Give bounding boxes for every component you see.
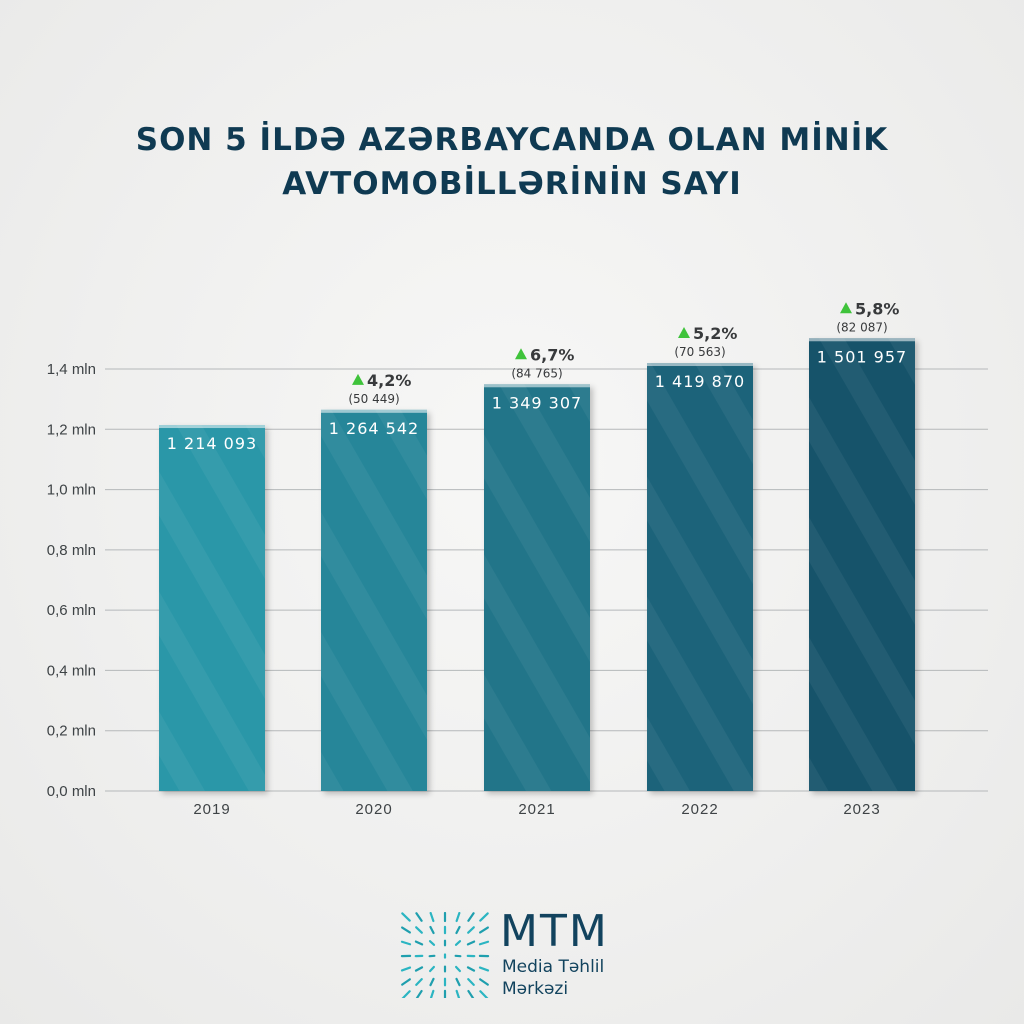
growth-label: 4,2% [367, 371, 411, 390]
x-tick-label: 2020 [355, 801, 392, 818]
logo-dash [479, 978, 489, 986]
bar-top-edge [484, 384, 590, 388]
logo-dash [455, 925, 461, 935]
logo-dash [428, 940, 436, 946]
mtm-logo: MTM Media Təhlil Mərkəzi [400, 906, 640, 1002]
up-arrow-icon [678, 327, 690, 339]
value-label: 1 214 093 [167, 434, 257, 453]
logo-dash [466, 966, 476, 972]
bar-top-edge [647, 363, 753, 367]
change-label: (70 563) [674, 345, 725, 359]
logo-dash [467, 926, 475, 934]
bar-texture [321, 409, 427, 791]
logo-dash [467, 912, 475, 922]
logo-dash [414, 966, 424, 972]
bar-texture [647, 363, 753, 791]
logo-dash [401, 912, 411, 922]
logo-dash [455, 989, 461, 998]
x-tick-label: 2019 [193, 801, 230, 818]
y-tick-label: 0,2 mln [47, 723, 96, 740]
growth-label: 5,2% [693, 324, 737, 343]
logo-dash [454, 940, 462, 946]
up-arrow-icon [840, 302, 852, 314]
chart-title-line-2: AVTOMOBİLLƏRİNİN SAYI [282, 166, 742, 202]
bar-top-edge [321, 409, 427, 413]
bar-top-edge [809, 338, 915, 342]
logo-dash [455, 965, 461, 973]
logo-dash [429, 977, 435, 987]
logo-dash [415, 989, 423, 998]
logo-subtitle-line-1: Media Təhlil [502, 957, 605, 977]
y-tick-label: 0,8 mln [47, 542, 96, 559]
logo-dash [429, 989, 435, 998]
y-tick-label: 0,4 mln [47, 662, 96, 679]
value-label: 1 349 307 [492, 393, 582, 412]
logo-mark-icon [400, 912, 490, 998]
change-label: (50 449) [348, 392, 399, 406]
up-arrow-icon [352, 373, 364, 385]
logo-dash [467, 978, 475, 986]
logo-dash [479, 912, 489, 922]
logo-dash [455, 977, 461, 987]
y-tick-label: 0,6 mln [47, 602, 96, 619]
y-tick-label: 0,0 mln [47, 783, 96, 800]
logo-dash [429, 912, 435, 923]
logo-dash [479, 926, 489, 934]
chart-title: SON 5 İLDƏ AZƏRBAYCANDA OLAN MİNİK AVTOM… [0, 118, 1024, 206]
x-tick-label: 2021 [518, 801, 555, 818]
logo-text: MTM [500, 906, 609, 957]
logo-dash [401, 926, 411, 934]
logo-dash [429, 925, 435, 935]
logo-dash [467, 989, 475, 998]
value-label: 1 501 957 [817, 347, 907, 366]
logo-dash [478, 966, 490, 972]
logo-dash [415, 978, 423, 986]
logo-dash [414, 940, 424, 946]
logo-subtitle-line-2: Mərkəzi [502, 979, 569, 999]
x-tick-label: 2023 [843, 801, 880, 818]
y-tick-label: 1,4 mln [47, 361, 96, 378]
bar-texture [484, 384, 590, 791]
logo-dash [400, 940, 412, 946]
bar-top-edge [159, 425, 265, 429]
bar-texture [159, 425, 265, 791]
y-tick-label: 1,0 mln [47, 482, 96, 499]
logo-dash [466, 940, 476, 946]
logo-dash [455, 912, 461, 923]
chart-title-line-1: SON 5 İLDƏ AZƏRBAYCANDA OLAN MİNİK [135, 122, 889, 158]
logo-dash [479, 990, 489, 998]
logo-dash [400, 966, 412, 972]
change-label: (84 765) [511, 366, 562, 380]
value-label: 1 264 542 [329, 419, 419, 438]
logo-dash [401, 978, 411, 986]
growth-label: 6,7% [530, 345, 574, 364]
logo-dash [478, 940, 490, 946]
logo-dash [429, 965, 435, 973]
growth-label: 5,8% [855, 299, 899, 318]
change-label: (82 087) [836, 320, 887, 334]
logo-subtitle: Media Təhlil Mərkəzi [502, 956, 682, 1000]
logo-dash [401, 990, 411, 998]
y-tick-label: 1,2 mln [47, 421, 96, 438]
logo-dash [415, 926, 423, 934]
up-arrow-icon [515, 348, 527, 360]
x-tick-label: 2022 [681, 801, 718, 818]
value-label: 1 419 870 [655, 372, 745, 391]
logo-dash [415, 912, 423, 922]
bar-texture [809, 338, 915, 791]
